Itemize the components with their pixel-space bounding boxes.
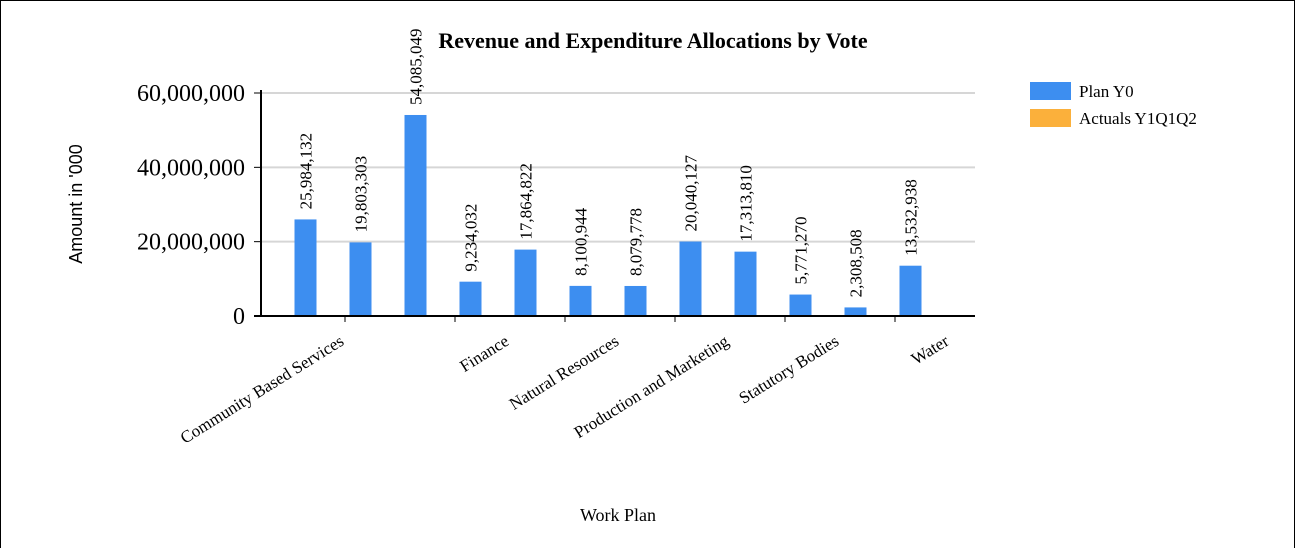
data-label: 5,771,270 bbox=[792, 217, 811, 285]
legend-label-plan: Plan Y0 bbox=[1079, 82, 1134, 101]
data-label: 2,308,508 bbox=[847, 229, 866, 297]
x-tick-label: Water bbox=[908, 331, 952, 369]
data-label: 8,100,944 bbox=[572, 207, 591, 276]
y-tick-label: 40,000,000 bbox=[137, 155, 245, 181]
bar-plan bbox=[349, 242, 372, 316]
bar-plan bbox=[679, 241, 702, 316]
legend-swatch-actuals bbox=[1030, 109, 1071, 127]
chart-title: Revenue and Expenditure Allocations by V… bbox=[438, 28, 868, 53]
bar-plan bbox=[734, 251, 757, 316]
bar-plan bbox=[514, 249, 537, 316]
legend: Plan Y0 Actuals Y1Q1Q2 bbox=[1030, 82, 1197, 128]
y-tick-label: 0 bbox=[233, 304, 245, 330]
bar-plan bbox=[569, 285, 592, 316]
data-label: 8,079,778 bbox=[627, 208, 646, 276]
data-label: 25,984,132 bbox=[297, 133, 316, 210]
data-label: 54,085,049 bbox=[407, 28, 426, 105]
data-labels: 25,984,132 19,803,303 54,085,049 9,234,032 1… bbox=[297, 28, 921, 297]
bar-plan bbox=[294, 219, 317, 316]
bar-plan bbox=[404, 114, 427, 316]
y-tick-label: 20,000,000 bbox=[137, 230, 245, 256]
x-tick-label: Finance bbox=[456, 331, 512, 376]
bars bbox=[294, 114, 922, 316]
grid-lines bbox=[261, 92, 975, 243]
y-axis-label: Amount in '000 bbox=[66, 144, 86, 264]
bar-plan bbox=[459, 281, 482, 316]
x-tick-label: Community Based Services bbox=[177, 331, 347, 447]
data-label: 13,532,938 bbox=[902, 179, 921, 256]
x-axis-label: Work Plan bbox=[580, 505, 656, 525]
legend-label-actuals: Actuals Y1Q1Q2 bbox=[1079, 109, 1197, 128]
bar-plan bbox=[899, 265, 922, 316]
bar-plan bbox=[844, 307, 867, 316]
data-label: 9,234,032 bbox=[462, 204, 481, 272]
bar-plan bbox=[789, 294, 812, 316]
data-label: 19,803,303 bbox=[352, 156, 371, 233]
legend-swatch-plan bbox=[1030, 82, 1071, 100]
x-tick-label: Natural Resources bbox=[506, 331, 622, 413]
data-label: 20,040,127 bbox=[682, 155, 701, 232]
y-tick-label: 60,000,000 bbox=[137, 81, 245, 107]
axes bbox=[254, 90, 975, 322]
y-tick-labels: 0 20,000,000 40,000,000 60,000,000 bbox=[137, 81, 245, 330]
data-label: 17,313,810 bbox=[737, 165, 756, 242]
x-tick-label: Statutory Bodies bbox=[736, 331, 843, 407]
data-label: 17,864,822 bbox=[517, 163, 536, 240]
bar-plan bbox=[624, 285, 647, 316]
